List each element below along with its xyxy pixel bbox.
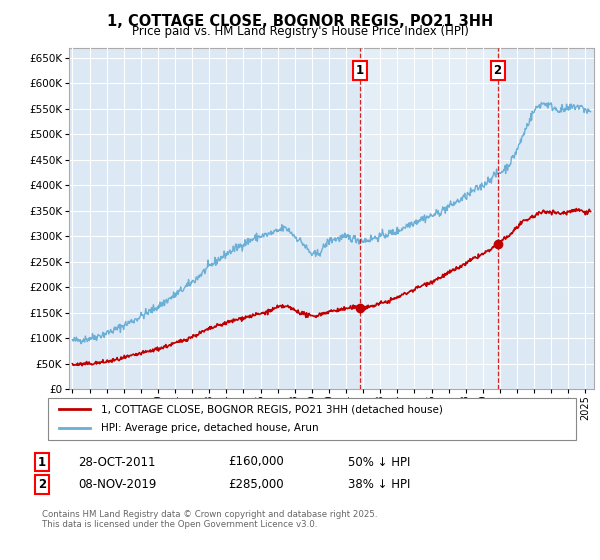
Text: Contains HM Land Registry data © Crown copyright and database right 2025.
This d: Contains HM Land Registry data © Crown c…	[42, 510, 377, 529]
Text: 50% ↓ HPI: 50% ↓ HPI	[348, 455, 410, 469]
Text: 1: 1	[356, 64, 364, 77]
Text: £285,000: £285,000	[228, 478, 284, 491]
FancyBboxPatch shape	[48, 398, 576, 440]
Text: 1: 1	[38, 455, 46, 469]
Text: £160,000: £160,000	[228, 455, 284, 469]
Text: 1, COTTAGE CLOSE, BOGNOR REGIS, PO21 3HH (detached house): 1, COTTAGE CLOSE, BOGNOR REGIS, PO21 3HH…	[101, 404, 443, 414]
Text: 2: 2	[493, 64, 502, 77]
Text: 38% ↓ HPI: 38% ↓ HPI	[348, 478, 410, 491]
Text: Price paid vs. HM Land Registry's House Price Index (HPI): Price paid vs. HM Land Registry's House …	[131, 25, 469, 38]
Text: HPI: Average price, detached house, Arun: HPI: Average price, detached house, Arun	[101, 423, 319, 433]
Text: 08-NOV-2019: 08-NOV-2019	[78, 478, 157, 491]
Text: 28-OCT-2011: 28-OCT-2011	[78, 455, 155, 469]
Bar	[360, 48, 497, 389]
Text: 1, COTTAGE CLOSE, BOGNOR REGIS, PO21 3HH: 1, COTTAGE CLOSE, BOGNOR REGIS, PO21 3HH	[107, 14, 493, 29]
Text: 2: 2	[38, 478, 46, 491]
